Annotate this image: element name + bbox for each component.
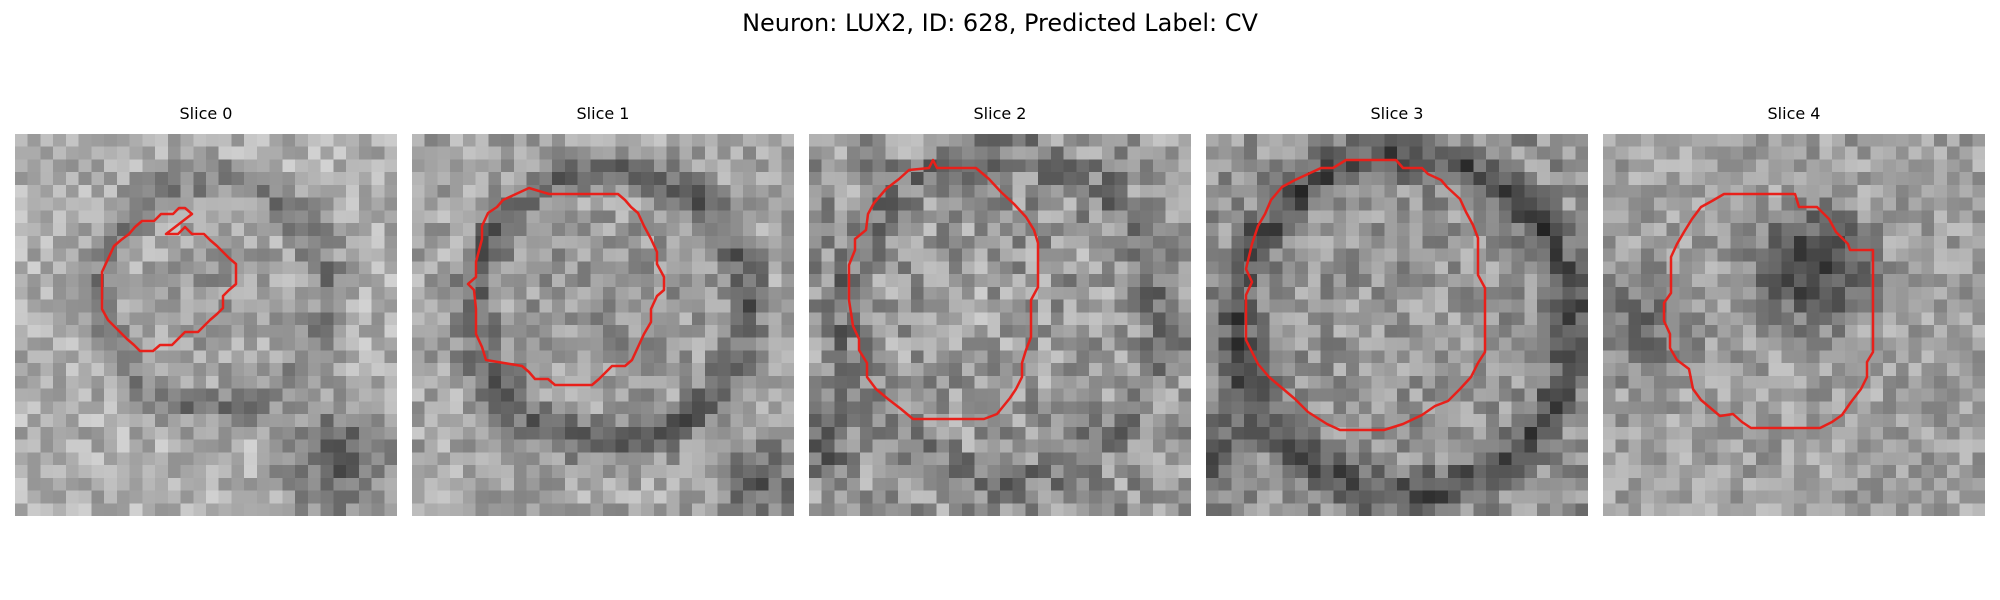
grayscale-image-slice-3 [1206, 134, 1588, 516]
grayscale-image-slice-4 [1603, 134, 1985, 516]
figure-title: Neuron: LUX2, ID: 628, Predicted Label: … [742, 9, 1258, 37]
slice-title: Slice 1 [576, 104, 630, 123]
slice-title: Slice 2 [973, 104, 1027, 123]
grayscale-image-slice-1 [412, 134, 794, 516]
slice-panel-0: Slice 0 [15, 104, 397, 516]
slice-title: Slice 4 [1767, 104, 1821, 123]
slice-panel-1: Slice 1 [412, 104, 794, 516]
grayscale-image-slice-2 [809, 134, 1191, 516]
slice-title: Slice 3 [1370, 104, 1424, 123]
slice-title: Slice 0 [179, 104, 233, 123]
slice-panel-2: Slice 2 [809, 104, 1191, 516]
slice-panel-4: Slice 4 [1603, 104, 1985, 516]
slice-panel-3: Slice 3 [1206, 104, 1588, 516]
grayscale-image-slice-0 [15, 134, 397, 516]
